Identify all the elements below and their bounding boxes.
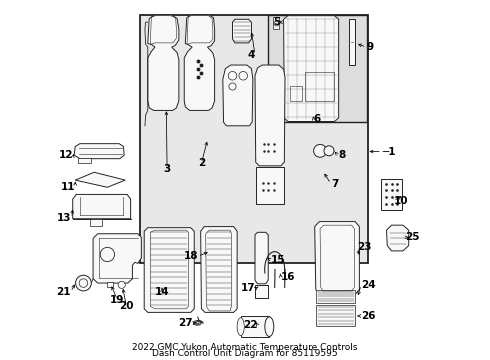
- Circle shape: [75, 275, 91, 291]
- Text: 6: 6: [314, 114, 321, 124]
- Polygon shape: [315, 222, 359, 294]
- Text: 3: 3: [164, 164, 171, 174]
- Bar: [241, 316, 270, 337]
- Polygon shape: [74, 144, 124, 159]
- Text: 2022 GMC Yukon Automatic Temperature Controls: 2022 GMC Yukon Automatic Temperature Con…: [132, 343, 358, 352]
- Text: 10: 10: [393, 196, 408, 206]
- Text: 8: 8: [338, 150, 345, 160]
- Bar: [290, 86, 302, 101]
- Polygon shape: [73, 194, 131, 219]
- Polygon shape: [93, 234, 141, 283]
- Text: 20: 20: [119, 301, 134, 311]
- Text: 4: 4: [247, 50, 255, 60]
- Text: 25: 25: [405, 232, 419, 242]
- Bar: [107, 282, 113, 287]
- Text: 26: 26: [361, 311, 376, 321]
- Polygon shape: [184, 15, 215, 111]
- Bar: [255, 285, 268, 298]
- Text: 22: 22: [243, 320, 258, 330]
- Text: 17: 17: [241, 283, 256, 293]
- Polygon shape: [223, 65, 253, 126]
- Polygon shape: [201, 226, 237, 312]
- Text: 5: 5: [273, 17, 280, 27]
- Bar: [268, 15, 367, 122]
- Text: 11: 11: [61, 181, 75, 192]
- Text: 19: 19: [110, 295, 124, 305]
- Bar: [256, 167, 284, 204]
- Text: Dash Control Unit Diagram for 85119595: Dash Control Unit Diagram for 85119595: [152, 349, 338, 358]
- Text: 23: 23: [358, 242, 372, 252]
- Bar: [305, 72, 334, 101]
- Ellipse shape: [237, 318, 245, 336]
- Circle shape: [314, 144, 326, 157]
- Text: 27: 27: [178, 318, 193, 328]
- Text: 16: 16: [281, 272, 295, 282]
- Bar: [78, 158, 91, 163]
- Text: 24: 24: [361, 280, 376, 290]
- Circle shape: [118, 281, 125, 288]
- Bar: [273, 17, 279, 29]
- Polygon shape: [387, 225, 409, 251]
- Text: 9: 9: [367, 42, 374, 52]
- Ellipse shape: [265, 317, 274, 337]
- Polygon shape: [255, 232, 268, 284]
- Circle shape: [324, 146, 334, 156]
- Text: ─1: ─1: [383, 147, 396, 157]
- Text: 21: 21: [56, 287, 71, 297]
- Polygon shape: [148, 15, 179, 111]
- Text: 15: 15: [271, 255, 285, 265]
- Text: 12: 12: [59, 150, 74, 160]
- Bar: [349, 19, 355, 65]
- Bar: [90, 219, 102, 226]
- Bar: [381, 179, 402, 210]
- Polygon shape: [284, 16, 339, 122]
- Polygon shape: [232, 19, 251, 43]
- Text: 14: 14: [155, 287, 170, 297]
- Polygon shape: [144, 228, 194, 312]
- Text: 2: 2: [198, 158, 205, 168]
- Bar: [140, 15, 368, 264]
- Bar: [317, 305, 355, 326]
- Polygon shape: [75, 172, 125, 187]
- Polygon shape: [255, 65, 285, 166]
- Text: 13: 13: [57, 213, 72, 223]
- Text: 7: 7: [331, 179, 338, 189]
- Text: 18: 18: [183, 251, 198, 261]
- Bar: [317, 290, 355, 303]
